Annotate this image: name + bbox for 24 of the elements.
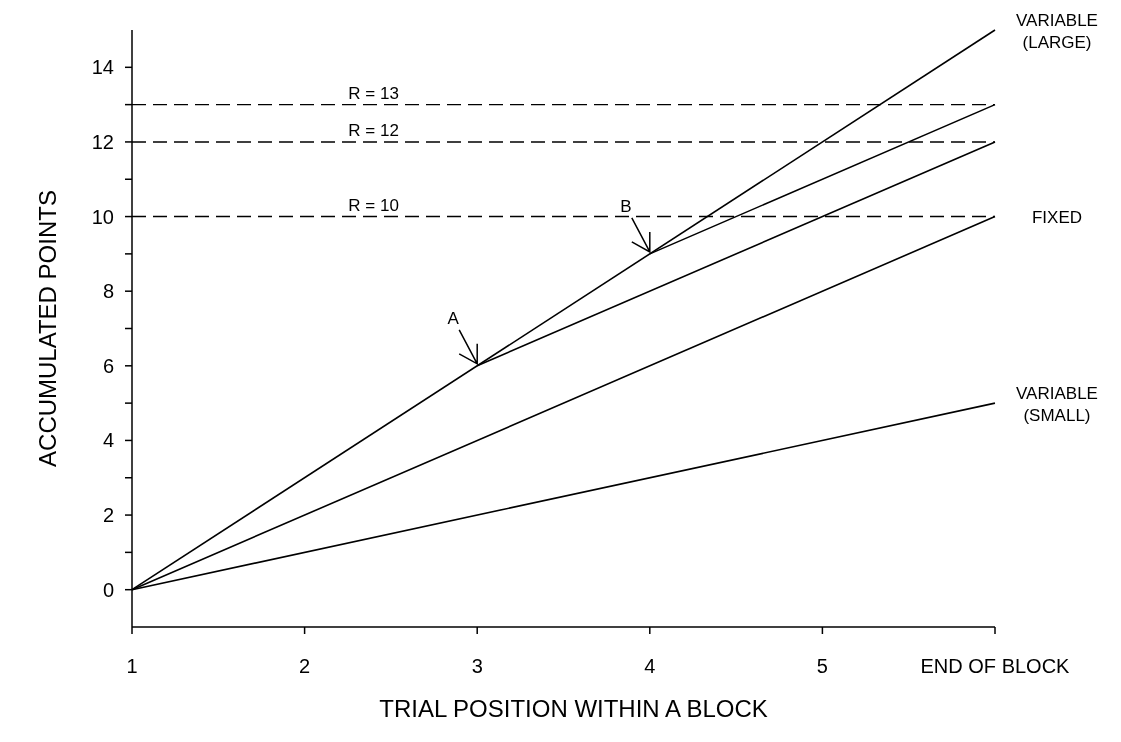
x-tick-label: 4	[644, 655, 656, 677]
x-tick-label: 5	[816, 655, 828, 677]
y-tick-label: 12	[91, 130, 114, 153]
y-tick-label: 0	[102, 578, 114, 601]
y-tick-label: 4	[102, 429, 114, 452]
y-tick-label: 8	[102, 280, 114, 303]
x-tick-label: END OF BLOCK	[920, 655, 1071, 677]
y-tick-label: 6	[102, 354, 114, 377]
y-axis-title: ACCUMULATED POINTS	[34, 190, 61, 467]
y-tick-label: 2	[102, 504, 114, 527]
annotation: B	[620, 196, 632, 216]
x-tick-label: 1	[126, 655, 138, 677]
text: FIXED	[1031, 207, 1083, 227]
x-axis-title: TRIAL POSITION WITHIN A BLOCK	[379, 695, 768, 722]
series-label: VARIABLE (SMALL)	[1016, 384, 1098, 426]
annotation: A	[447, 308, 460, 328]
x-tick-label: 3	[471, 655, 483, 677]
ref-line-label: R = 12	[348, 120, 399, 140]
x-tick-label: 2	[299, 655, 311, 677]
ref-line-label: R = 13	[348, 83, 399, 103]
ref-line-label: R = 10	[348, 195, 399, 215]
y-tick-label: 14	[91, 56, 114, 79]
series-label: VARIABLE (LARGE)	[1016, 11, 1098, 52]
y-tick-label: 10	[91, 205, 114, 228]
